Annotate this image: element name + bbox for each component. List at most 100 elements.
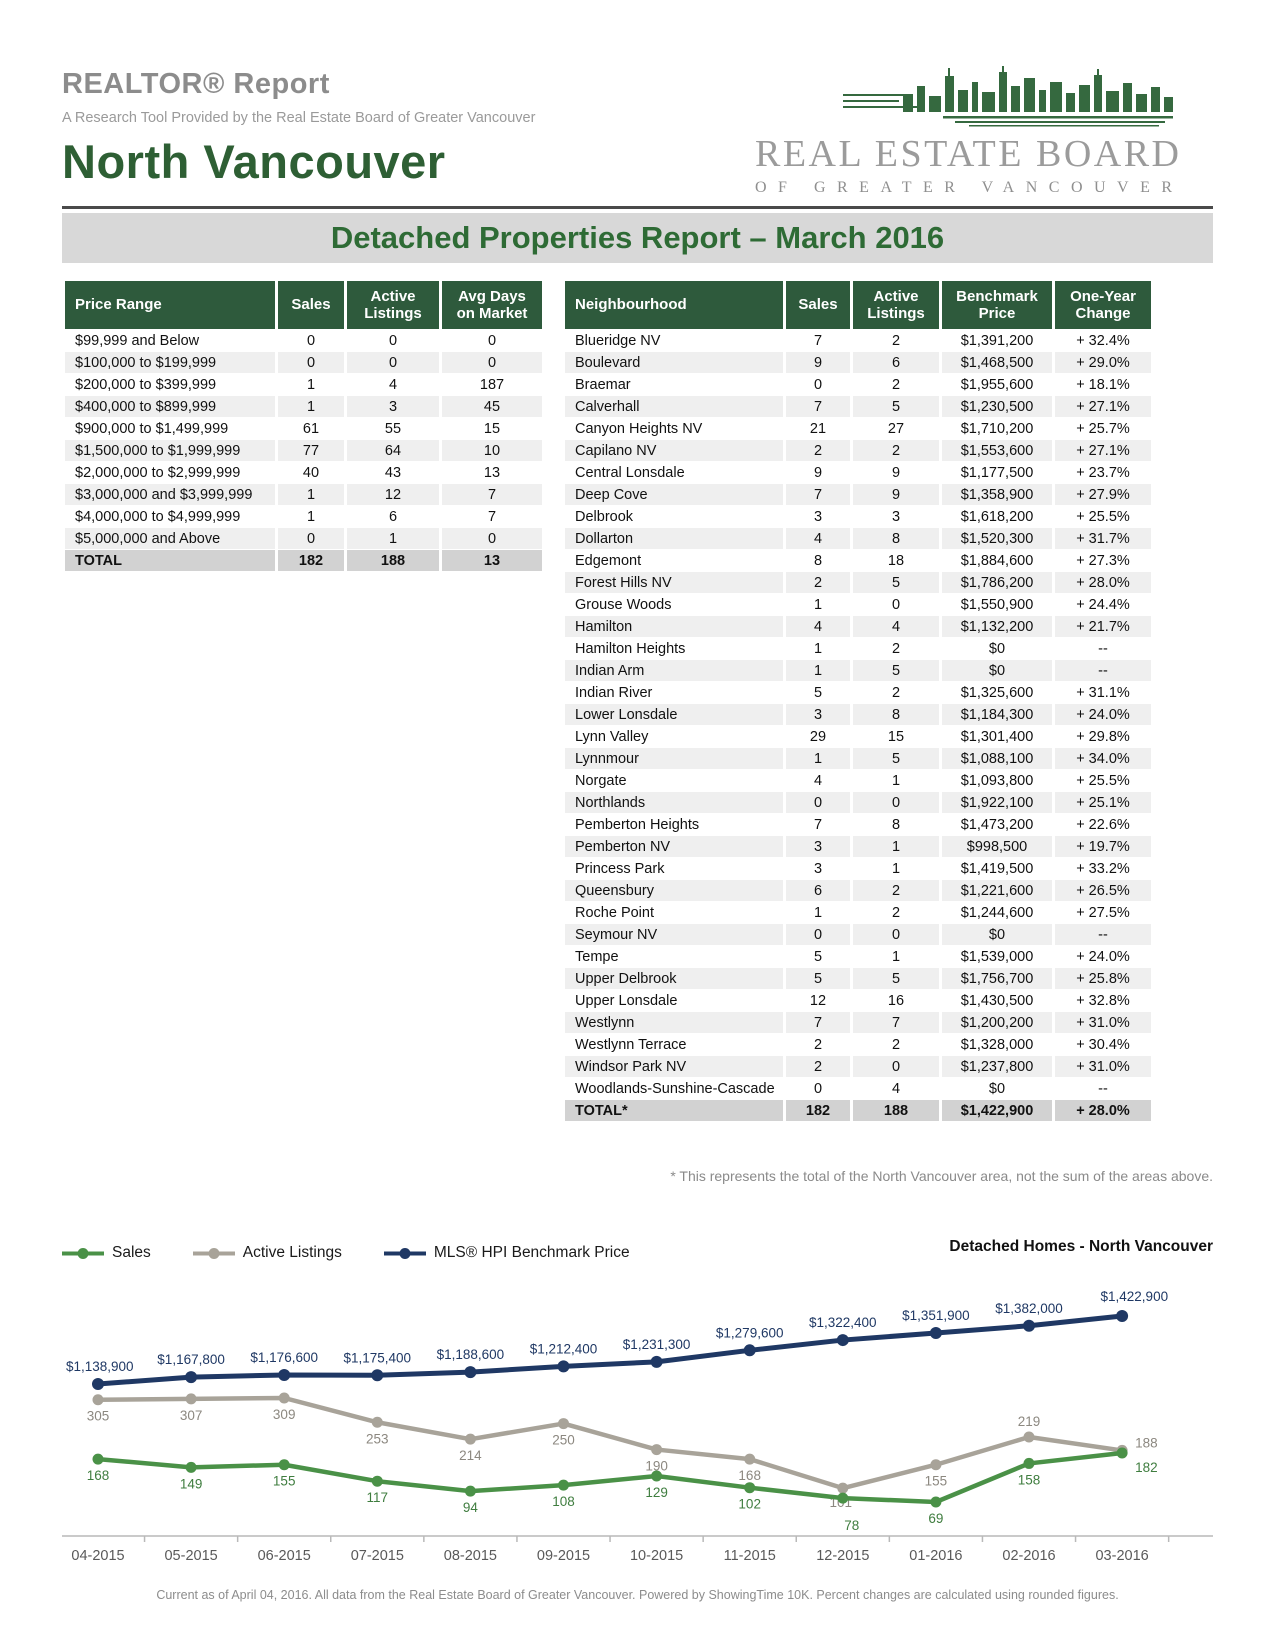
data-label: 305 xyxy=(87,1409,110,1424)
logo-text-line2: OF GREATER VANCOUVER xyxy=(755,179,1184,196)
data-label: 94 xyxy=(463,1500,479,1515)
data-label: 117 xyxy=(367,1490,389,1505)
trend-chart: 04-2015 05-2015 06-2015 07-2015 08-2015 09-20… xyxy=(62,1289,1213,1564)
data-point xyxy=(744,1453,756,1465)
data-point xyxy=(1023,1457,1035,1469)
legend-item-active-listings: Active Listings xyxy=(192,1244,342,1262)
table-row: Lynn Valley 29 15 $1,301,400 + 29.8% xyxy=(565,726,1151,747)
legend-label: Sales xyxy=(112,1244,151,1261)
table-row: $5,000,000 and Above 0 1 0 xyxy=(65,528,542,549)
table-row: Deep Cove 7 9 $1,358,900 + 27.9% xyxy=(565,484,1151,505)
table-header-row: Price Range Sales Active Listings Avg Days … xyxy=(65,281,542,329)
x-axis-label: 05-2015 xyxy=(164,1548,217,1564)
data-label: $1,167,800 xyxy=(157,1352,225,1367)
table-row: Lynnmour 1 5 $1,088,100 + 34.0% xyxy=(565,748,1151,769)
x-axis-label: 04-2015 xyxy=(71,1548,124,1564)
data-label: 190 xyxy=(645,1459,668,1474)
x-axis-label: 08-2015 xyxy=(444,1548,497,1564)
trend-chart-block: Sales Active Listings MLS® HPI Benchmark P… xyxy=(62,1238,1213,1584)
data-point xyxy=(651,1444,663,1456)
table-row: Norgate 4 1 $1,093,800 + 25.5% xyxy=(565,770,1151,791)
data-point xyxy=(837,1492,849,1504)
data-label: 102 xyxy=(738,1497,761,1512)
table-row: Westlynn 7 7 $1,200,200 + 31.0% xyxy=(565,1012,1151,1033)
data-point xyxy=(1116,1447,1128,1459)
x-axis-label: 12-2015 xyxy=(816,1548,869,1564)
total-row: TOTAL 182 188 13 xyxy=(65,550,542,571)
x-axis-label: 06-2015 xyxy=(258,1548,311,1564)
data-point xyxy=(92,1378,104,1390)
data-label: $1,382,000 xyxy=(995,1301,1063,1316)
table-header-row: Neighbourhood Sales Active Listings Benchma… xyxy=(565,281,1151,329)
table-row: $200,000 to $399,999 1 4 187 xyxy=(65,374,542,395)
data-point xyxy=(371,1475,383,1487)
table-row: Pemberton NV 3 1 $998,500 + 19.7% xyxy=(565,836,1151,857)
logo-text-line1: REAL ESTATE BOARD xyxy=(755,133,1182,175)
neighbourhood-table: Neighbourhood Sales Active Listings Benchma… xyxy=(562,280,1154,1122)
data-point xyxy=(651,1470,663,1482)
data-point xyxy=(1023,1319,1035,1332)
x-axis-label: 11-2015 xyxy=(724,1548,776,1564)
table-row: Tempe 5 1 $1,539,000 + 24.0% xyxy=(565,946,1151,967)
chart-title: Detached Homes - North Vancouver xyxy=(949,1238,1213,1255)
series-line-green xyxy=(95,1450,1125,1505)
table-row: Hamilton 4 4 $1,132,200 + 21.7% xyxy=(565,616,1151,637)
data-label: $1,138,900 xyxy=(66,1359,134,1374)
table-row: $2,000,000 to $2,999,999 40 43 13 xyxy=(65,462,542,483)
table-row: Dollarton 4 8 $1,520,300 + 31.7% xyxy=(565,528,1151,549)
table-row: $99,999 and Below 0 0 0 xyxy=(65,330,542,351)
column-header: One-Year Change xyxy=(1055,281,1151,329)
column-header: Price Range xyxy=(65,281,275,329)
table-row: $400,000 to $899,999 1 3 45 xyxy=(65,396,542,417)
table-row: Capilano NV 2 2 $1,553,600 + 27.1% xyxy=(565,440,1151,461)
table-row: Braemar 0 2 $1,955,600 + 18.1% xyxy=(565,374,1151,395)
data-label: $1,279,600 xyxy=(716,1325,784,1340)
data-point xyxy=(744,1482,756,1494)
x-axis-label: 10-2015 xyxy=(630,1548,683,1564)
chart-legend: Sales Active Listings MLS® HPI Benchmark P… xyxy=(62,1244,1213,1262)
table-row: Forest Hills NV 2 5 $1,786,200 + 28.0% xyxy=(565,572,1151,593)
x-axis-label: 03-2016 xyxy=(1095,1548,1148,1564)
data-point xyxy=(557,1360,570,1373)
table-row: Hamilton Heights 1 2 $0 -- xyxy=(565,638,1151,659)
legend-item-mls-hpi-benchmark-price: MLS® HPI Benchmark Price xyxy=(383,1244,630,1262)
data-point xyxy=(92,1394,104,1406)
data-label: 149 xyxy=(180,1476,203,1491)
legend-line-marker-icon xyxy=(192,1247,235,1259)
data-point xyxy=(185,1461,197,1473)
data-point xyxy=(558,1479,569,1491)
data-label: $1,188,600 xyxy=(437,1347,505,1362)
data-point xyxy=(371,1369,384,1382)
data-point xyxy=(464,1366,477,1379)
table-row: Canyon Heights NV 21 27 $1,710,200 + 25.7% xyxy=(565,418,1151,439)
data-point xyxy=(464,1433,476,1445)
data-point xyxy=(650,1355,663,1368)
table-row: Pemberton Heights 7 8 $1,473,200 + 22.6% xyxy=(565,814,1151,835)
data-point xyxy=(1116,1310,1129,1322)
total-row: TOTAL* 182 188 $1,422,900 + 28.0% xyxy=(565,1100,1151,1121)
table-row: Indian Arm 1 5 $0 -- xyxy=(565,660,1151,681)
table-row: Delbrook 3 3 $1,618,200 + 25.5% xyxy=(565,506,1151,527)
report-subtitle: A Research Tool Provided by the Real Est… xyxy=(62,110,536,126)
data-label: 129 xyxy=(645,1485,668,1500)
data-label: $1,422,900 xyxy=(1101,1289,1169,1304)
table-row: Boulevard 9 6 $1,468,500 + 29.0% xyxy=(565,352,1151,373)
table-row: Northlands 0 0 $1,922,100 + 25.1% xyxy=(565,792,1151,813)
table-row: Central Lonsdale 9 9 $1,177,500 + 23.7% xyxy=(565,462,1151,483)
table-row: Grouse Woods 1 0 $1,550,900 + 24.4% xyxy=(565,594,1151,615)
data-label: 155 xyxy=(925,1474,948,1489)
table-row: Upper Delbrook 5 5 $1,756,700 + 25.8% xyxy=(565,968,1151,989)
legend-line-marker-icon xyxy=(383,1247,426,1259)
report-footer: Current as of April 04, 2016. All data f… xyxy=(156,1588,1119,1602)
data-point xyxy=(185,1393,197,1405)
column-header: Benchmark Price xyxy=(942,281,1052,329)
data-label: 188 xyxy=(1135,1435,1158,1450)
table-row: Upper Lonsdale 12 16 $1,430,500 + 32.8% xyxy=(565,990,1151,1011)
table-row: $4,000,000 to $4,999,999 1 6 7 xyxy=(65,506,542,527)
table-row: Seymour NV 0 0 $0 -- xyxy=(565,924,1151,945)
data-point xyxy=(837,1482,849,1494)
data-label: $1,231,300 xyxy=(623,1337,691,1352)
data-label: 168 xyxy=(87,1468,110,1483)
total-footnote: * This represents the total of the North… xyxy=(670,1168,1213,1184)
